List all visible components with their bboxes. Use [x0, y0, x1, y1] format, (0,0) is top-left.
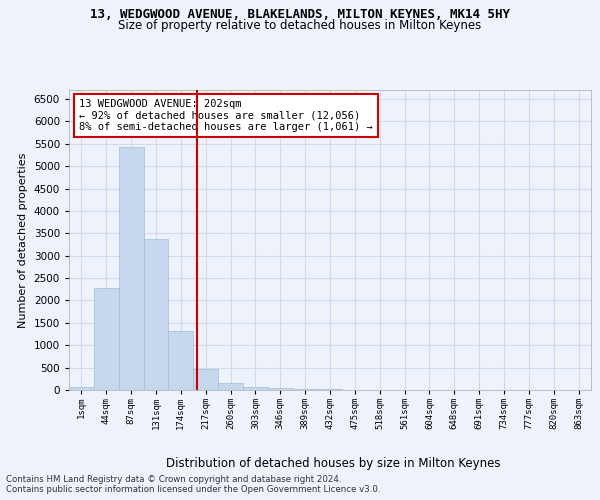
- Bar: [218, 383, 243, 390]
- Bar: [243, 386, 268, 390]
- Text: Contains HM Land Registry data © Crown copyright and database right 2024.: Contains HM Land Registry data © Crown c…: [6, 475, 341, 484]
- Bar: [293, 388, 317, 390]
- Text: Distribution of detached houses by size in Milton Keynes: Distribution of detached houses by size …: [166, 458, 500, 470]
- Bar: [69, 387, 94, 390]
- Bar: [193, 368, 218, 390]
- Text: Size of property relative to detached houses in Milton Keynes: Size of property relative to detached ho…: [118, 19, 482, 32]
- Text: 13, WEDGWOOD AVENUE, BLAKELANDS, MILTON KEYNES, MK14 5HY: 13, WEDGWOOD AVENUE, BLAKELANDS, MILTON …: [90, 8, 510, 20]
- Bar: [268, 388, 293, 390]
- Bar: [143, 238, 169, 390]
- Bar: [94, 288, 119, 390]
- Bar: [169, 332, 193, 390]
- Text: Contains public sector information licensed under the Open Government Licence v3: Contains public sector information licen…: [6, 485, 380, 494]
- Text: 13 WEDGWOOD AVENUE: 202sqm
← 92% of detached houses are smaller (12,056)
8% of s: 13 WEDGWOOD AVENUE: 202sqm ← 92% of deta…: [79, 99, 373, 132]
- Y-axis label: Number of detached properties: Number of detached properties: [18, 152, 28, 328]
- Bar: [317, 389, 343, 390]
- Bar: [119, 147, 143, 390]
